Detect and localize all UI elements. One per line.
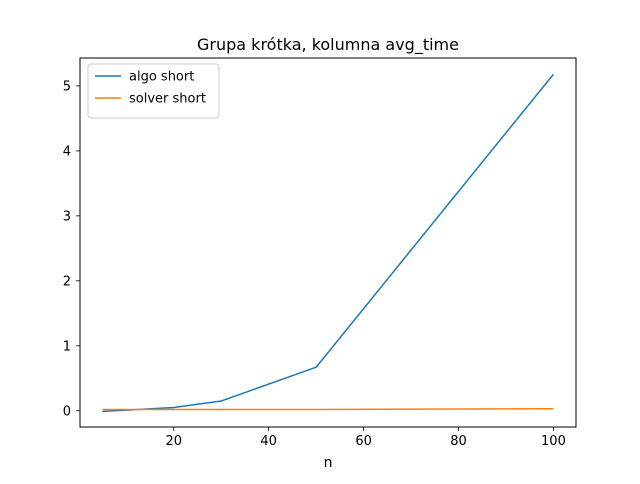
chart-legend: algo short solver short	[87, 63, 220, 119]
series-line-0	[102, 73, 555, 413]
x-tick-label: 80	[450, 434, 467, 449]
x-tick-label: 60	[355, 434, 372, 449]
y-tick-label: 2	[63, 274, 71, 289]
legend-box	[87, 63, 220, 119]
x-tick-label: 20	[165, 434, 182, 449]
y-axis-ticks: 0 1 2 3 4 5	[63, 79, 80, 419]
y-tick-label: 5	[63, 79, 71, 94]
plot-lines	[102, 73, 555, 413]
legend-label-1: solver short	[129, 92, 206, 107]
x-tick-label: 100	[541, 434, 566, 449]
series-line-1	[102, 408, 554, 411]
y-tick-label: 4	[63, 144, 71, 159]
legend-label-0: algo short	[129, 70, 194, 85]
chart-title: Grupa krótka, kolumna avg_time	[197, 35, 459, 55]
y-tick-label: 0	[63, 404, 71, 419]
plot-area-frame	[79, 57, 577, 428]
x-axis-ticks: 20 40 60 80 100	[165, 427, 566, 449]
y-tick-label: 1	[63, 339, 71, 354]
x-axis-label: n	[324, 455, 333, 471]
x-tick-label: 40	[260, 434, 277, 449]
y-tick-label: 3	[63, 209, 71, 224]
